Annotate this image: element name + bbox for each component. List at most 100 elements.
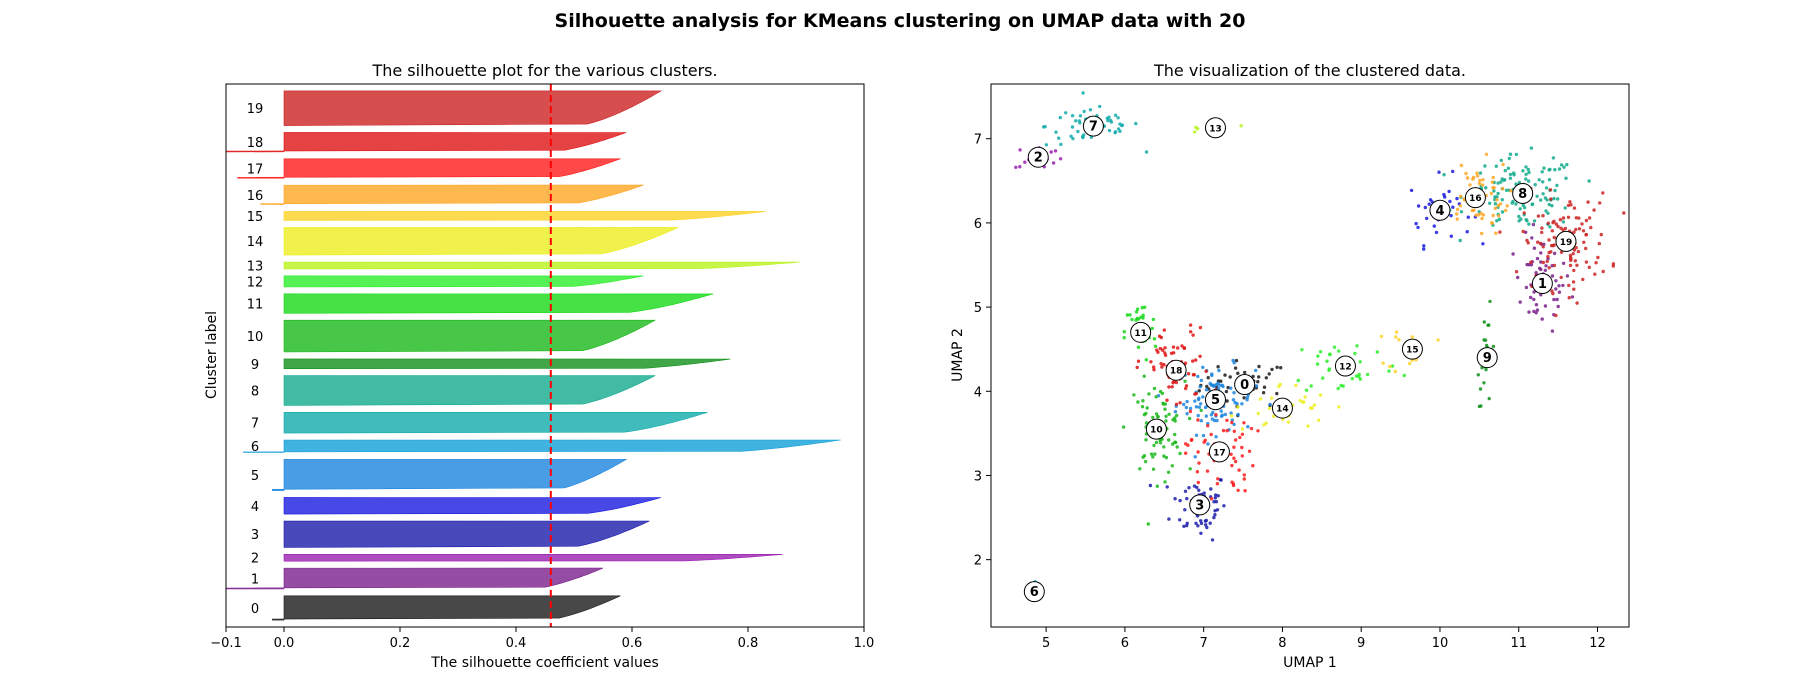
scatter-point-cluster-7 [1116, 116, 1120, 120]
scatter-point-cluster-19 [1550, 289, 1554, 293]
scatter-point-cluster-5 [1232, 391, 1236, 395]
scatter-point-cluster-12 [1353, 351, 1357, 356]
scatter-point-cluster-10 [1187, 416, 1192, 421]
scatter-point-cluster-15 [1393, 369, 1398, 374]
scatter-point-cluster-8 [1495, 219, 1499, 223]
scatter-point-cluster-16 [1491, 175, 1495, 180]
cluster-label-19: 19 [247, 102, 264, 117]
scatter-point-cluster-8 [1526, 167, 1531, 172]
scatter-point-cluster-19 [1582, 240, 1586, 244]
scatter-point-cluster-5 [1219, 414, 1224, 418]
scatter-point-cluster-5 [1201, 395, 1205, 399]
scatter-point-cluster-7 [1042, 125, 1046, 129]
cluster-center-4 [1429, 199, 1451, 221]
scatter-point-cluster-18 [1184, 386, 1188, 391]
scatter-point-cluster-14 [1272, 414, 1276, 418]
scatter-point-cluster-19 [1572, 248, 1577, 252]
scatter-point-cluster-8 [1565, 162, 1569, 167]
scatter-point-cluster-1 [1539, 267, 1543, 272]
scatter-point-cluster-17 [1214, 413, 1218, 417]
scatter-point-cluster-5 [1199, 378, 1204, 383]
cluster-label-17: 17 [247, 162, 264, 177]
scatter-point-cluster-5 [1231, 398, 1236, 402]
scatter-point-cluster-19 [1589, 225, 1593, 230]
scatter-point-cluster-3 [1222, 504, 1226, 508]
scatter-point-cluster-7 [1082, 109, 1086, 114]
cluster-center-8 [1512, 182, 1534, 204]
scatter-point-cluster-14 [1267, 406, 1272, 411]
scatter-point-cluster-8 [1518, 207, 1522, 211]
scatter-point-cluster-1 [1532, 290, 1536, 294]
scatter-point-cluster-10 [1170, 464, 1175, 468]
scatter-point-cluster-10 [1141, 455, 1145, 459]
scatter-point-cluster-19 [1575, 263, 1579, 267]
scatter-point-cluster-12 [1318, 350, 1323, 354]
scatter-point-cluster-10 [1147, 392, 1151, 396]
scatter-point-cluster-9 [1491, 344, 1496, 349]
scatter-point-cluster-17 [1225, 418, 1229, 422]
scatter-point-cluster-10 [1173, 440, 1178, 445]
scatter-point-cluster-0 [1262, 385, 1267, 389]
scatter-point-cluster-10 [1152, 386, 1157, 391]
scatter-point-cluster-18 [1183, 361, 1188, 365]
scatter-point-cluster-11 [1140, 306, 1144, 310]
scatter-point-cluster-8 [1533, 183, 1537, 187]
cluster-center-label-18: 18 [1170, 367, 1183, 377]
scatter-point-cluster-19 [1598, 201, 1602, 205]
scatter-point-cluster-19 [1594, 261, 1598, 265]
silhouette-fill-4 [283, 497, 662, 515]
scatter-point-cluster-16 [1492, 186, 1496, 190]
scatter-point-cluster-10 [1160, 391, 1165, 396]
scatter-point-cluster-10 [1151, 467, 1156, 471]
scatter-point-cluster-1 [1527, 263, 1531, 267]
scatter-point-cluster-3 [1197, 488, 1201, 492]
scatter-point-cluster-14 [1240, 427, 1245, 431]
cluster-center-label-2: 2 [1034, 151, 1043, 166]
scatter-point-cluster-3 [1213, 493, 1218, 497]
x-tick-label: 8 [1278, 636, 1286, 651]
scatter-point-cluster-4 [1409, 188, 1414, 193]
scatter-point-cluster-8 [1529, 146, 1534, 150]
scatter-point-cluster-5 [1232, 422, 1236, 427]
cluster-center-12 [1334, 355, 1356, 377]
scatter-point-cluster-19 [1549, 243, 1554, 248]
scatter-point-cluster-19 [1599, 232, 1604, 237]
scatter-point-cluster-7 [1070, 114, 1075, 118]
scatter-point-cluster-5 [1217, 368, 1221, 373]
x-tick-label: 1.0 [854, 636, 875, 651]
scatter-point-cluster-18 [1184, 384, 1189, 388]
scatter-point-cluster-10 [1162, 445, 1166, 449]
scatter-point-cluster-19 [1576, 249, 1581, 254]
scatter-point-cluster-8 [1500, 177, 1504, 181]
scatter-point-cluster-10 [1143, 459, 1148, 464]
scatter-point-cluster-3 [1182, 524, 1186, 528]
scatter-point-cluster-12 [1300, 348, 1304, 352]
scatter-point-cluster-19 [1558, 218, 1563, 222]
x-axis-label: UMAP 1 [1283, 655, 1337, 671]
scatter-point-cluster-14 [1302, 400, 1306, 404]
scatter-point-cluster-12 [1321, 376, 1325, 380]
scatter-point-cluster-19 [1538, 241, 1543, 246]
scatter-point-cluster-5 [1199, 419, 1204, 423]
scatter-point-cluster-19 [1522, 211, 1526, 215]
scatter-point-cluster-5 [1201, 365, 1205, 369]
scatter-point-cluster-7 [1058, 115, 1063, 120]
scatter-point-cluster-10 [1163, 480, 1167, 484]
scatter-point-cluster-3 [1187, 486, 1191, 490]
scatter-point-cluster-18 [1165, 398, 1169, 402]
silhouette-fill-1 [225, 567, 604, 590]
scatter-point-cluster-5 [1197, 405, 1202, 409]
silhouette-fill-5 [272, 459, 628, 491]
scatter-point-cluster-3 [1199, 521, 1204, 526]
scatter-point-cluster-18 [1167, 385, 1171, 389]
scatter-point-cluster-17 [1209, 497, 1214, 501]
scatter-point-cluster-8 [1493, 202, 1498, 206]
scatter-point-cluster-4 [1465, 230, 1469, 234]
x-tick-label: 0.6 [622, 636, 643, 651]
scatter-point-cluster-19 [1566, 215, 1571, 219]
cluster-center-11 [1130, 321, 1152, 343]
scatter-point-cluster-1 [1544, 264, 1548, 268]
scatter-point-cluster-19 [1554, 313, 1558, 318]
scatter-point-cluster-11 [1136, 317, 1141, 321]
